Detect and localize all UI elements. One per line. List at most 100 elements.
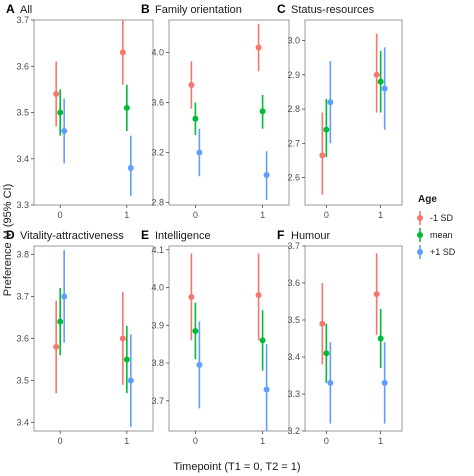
x-tick-label: 0 (193, 436, 198, 446)
y-tick-label: 4.0 (151, 48, 164, 58)
x-tick-label: 1 (260, 436, 265, 446)
y-axis-label: Preference M (95% CI) (2, 184, 14, 296)
y-tick-label: 3.0 (287, 36, 300, 46)
y-tick-label: 3.7 (16, 291, 29, 301)
panel-letter: F (277, 228, 284, 242)
y-tick-label: 2.7 (287, 138, 300, 148)
y-tick-label: 3.4 (287, 352, 300, 362)
data-point-mean (323, 350, 330, 357)
x-tick-label: 1 (378, 436, 383, 446)
panel-frame (168, 245, 290, 432)
y-tick-label: 3.9 (151, 320, 164, 330)
panel-title: Humour (291, 230, 330, 242)
x-tick-label: 1 (124, 210, 129, 220)
y-tick-label: 4.0 (151, 283, 164, 293)
data-point-mean (192, 115, 199, 122)
x-tick-label: 0 (58, 436, 63, 446)
y-tick-label: 3.3 (287, 389, 300, 399)
y-tick-label: 3.7 (151, 396, 164, 406)
data-point-1sd (53, 91, 60, 97)
panel-f: F Humour 3.2 3.3 3.4 3.5 3.6 3.7 0 1 (277, 228, 403, 446)
data-point-mean (123, 356, 130, 363)
data-point-1sd (119, 335, 126, 342)
panel-title: Vitality-attractiveness (20, 230, 124, 242)
legend: Age -1 SD mean +1 SD (417, 194, 456, 259)
y-tick-label: 3.4 (16, 154, 29, 164)
data-point-mean (57, 318, 64, 325)
y-tick-label: 2.8 (287, 104, 300, 114)
data-point-mean (377, 78, 384, 85)
data-point-1sd (327, 379, 334, 386)
data-point-1sd (127, 377, 134, 384)
data-point-1sd (61, 128, 68, 134)
panel-letter: E (141, 228, 149, 242)
x-tick-label: 0 (324, 436, 329, 446)
y-tick-label: 3.5 (287, 315, 300, 325)
legend-label: +1 SD (430, 247, 456, 257)
panel-d: D Vitality-attractiveness 3.4 3.5 3.6 3.7 3.8 0… (6, 228, 154, 446)
data-point-1sd (61, 293, 68, 300)
y-tick-label: 3.6 (151, 98, 164, 108)
data-point-1sd (263, 386, 270, 393)
panel-letter: C (277, 2, 286, 16)
data-point-1sd (188, 293, 195, 300)
y-tick-label: 3.7 (287, 241, 300, 251)
y-tick-label: 3.4 (16, 418, 29, 428)
data-point-1sd (196, 361, 203, 368)
y-tick-label: 3.8 (16, 249, 29, 259)
data-point-1sd (373, 71, 380, 78)
data-point-mean (192, 327, 199, 334)
data-point-mean (323, 126, 330, 133)
legend-key-point (417, 215, 423, 221)
data-point-mean (259, 108, 266, 115)
y-tick-label: 3.5 (16, 108, 29, 118)
data-point-mean (57, 109, 64, 116)
data-point-1sd (319, 320, 326, 327)
y-tick-label: 2.9 (287, 70, 300, 80)
y-tick-label: 3.7 (16, 15, 29, 25)
panel-frame (33, 19, 154, 206)
legend-label: mean (430, 230, 453, 240)
panel-letter: A (6, 2, 15, 16)
x-tick-label: 1 (378, 210, 383, 220)
data-point-mean (377, 335, 384, 342)
panel-b: B Family orientation 2.8 3.2 3.6 4.0 0 1 (141, 2, 290, 220)
data-point-mean (123, 104, 130, 111)
x-tick-label: 1 (124, 436, 129, 446)
panel-a: A All 3.3 3.4 3.5 3.6 3.7 0 1 (6, 2, 154, 220)
data-point-1sd (319, 152, 326, 159)
x-tick-label: 1 (260, 210, 265, 220)
data-point-1sd (327, 99, 334, 106)
y-tick-label: 3.6 (16, 334, 29, 344)
data-point-1sd (196, 149, 203, 156)
panel-letter: D (6, 228, 15, 242)
x-axis-label: Timepoint (T1 = 0, T2 = 1) (173, 461, 300, 473)
panel-letter: B (141, 2, 150, 16)
y-tick-label: 3.8 (151, 358, 164, 368)
data-point-1sd (373, 291, 380, 298)
y-tick-label: 3.2 (287, 426, 300, 436)
data-point-1sd (53, 343, 60, 350)
legend-label: -1 SD (430, 213, 454, 223)
x-tick-label: 0 (58, 210, 63, 220)
legend-key-point (417, 249, 423, 255)
data-point-1sd (119, 49, 126, 56)
y-tick-label: 3.6 (16, 61, 29, 71)
data-point-1sd (127, 165, 134, 171)
x-tick-label: 0 (193, 210, 198, 220)
panel-e: E Intelligence 3.7 3.8 3.9 4.0 4.1 0 1 (141, 228, 290, 446)
y-tick-label: 4.1 (151, 245, 164, 255)
data-point-1sd (255, 292, 262, 299)
x-tick-label: 0 (324, 210, 329, 220)
y-tick-label: 3.5 (16, 376, 29, 386)
panel-frame (168, 19, 290, 206)
panel-frame (33, 245, 154, 432)
data-point-1sd (381, 379, 388, 386)
panel-title: All (20, 4, 32, 16)
data-point-1sd (381, 85, 388, 92)
data-point-mean (259, 337, 266, 344)
data-point-1sd (188, 82, 195, 88)
y-tick-label: 3.3 (16, 200, 29, 210)
panel-title: Intelligence (155, 230, 211, 242)
data-point-1sd (263, 172, 270, 178)
